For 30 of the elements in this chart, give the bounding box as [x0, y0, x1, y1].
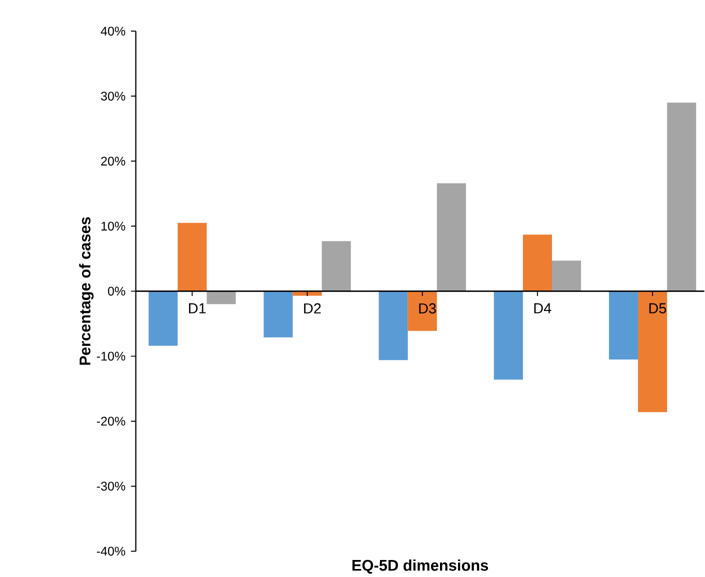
y-axis-title: Percentage of cases [79, 217, 94, 365]
y-tick-label: 40% [100, 26, 126, 36]
x-tick-label: D1 [189, 303, 206, 314]
y-tick-label: -10% [96, 352, 126, 361]
bar [436, 183, 466, 292]
y-tick-label: -40% [96, 546, 126, 556]
bar [494, 291, 523, 380]
bar [638, 291, 668, 412]
bar [148, 291, 178, 346]
bar [552, 260, 582, 292]
x-tick-label: D2 [304, 303, 321, 314]
y-tick-label: 30% [100, 92, 126, 101]
y-tick-label: 20% [101, 156, 126, 166]
bar [667, 102, 696, 292]
y-tick-label: 0% [108, 286, 126, 296]
bar [264, 291, 293, 338]
y-tick-label: -20% [96, 416, 126, 426]
bar [322, 241, 351, 292]
bar [178, 222, 207, 292]
bar [378, 291, 408, 360]
bar [608, 291, 638, 360]
x-tick-label: D5 [649, 303, 666, 314]
y-tick-label: -30% [96, 482, 126, 491]
bar [408, 291, 437, 331]
x-tick-label: D3 [419, 303, 436, 314]
x-tick-label: D4 [534, 303, 552, 314]
y-tick-label: 10% [101, 222, 126, 231]
bar [206, 291, 236, 304]
bar [522, 234, 552, 292]
x-axis-title: EQ-5D dimensions [352, 560, 488, 574]
